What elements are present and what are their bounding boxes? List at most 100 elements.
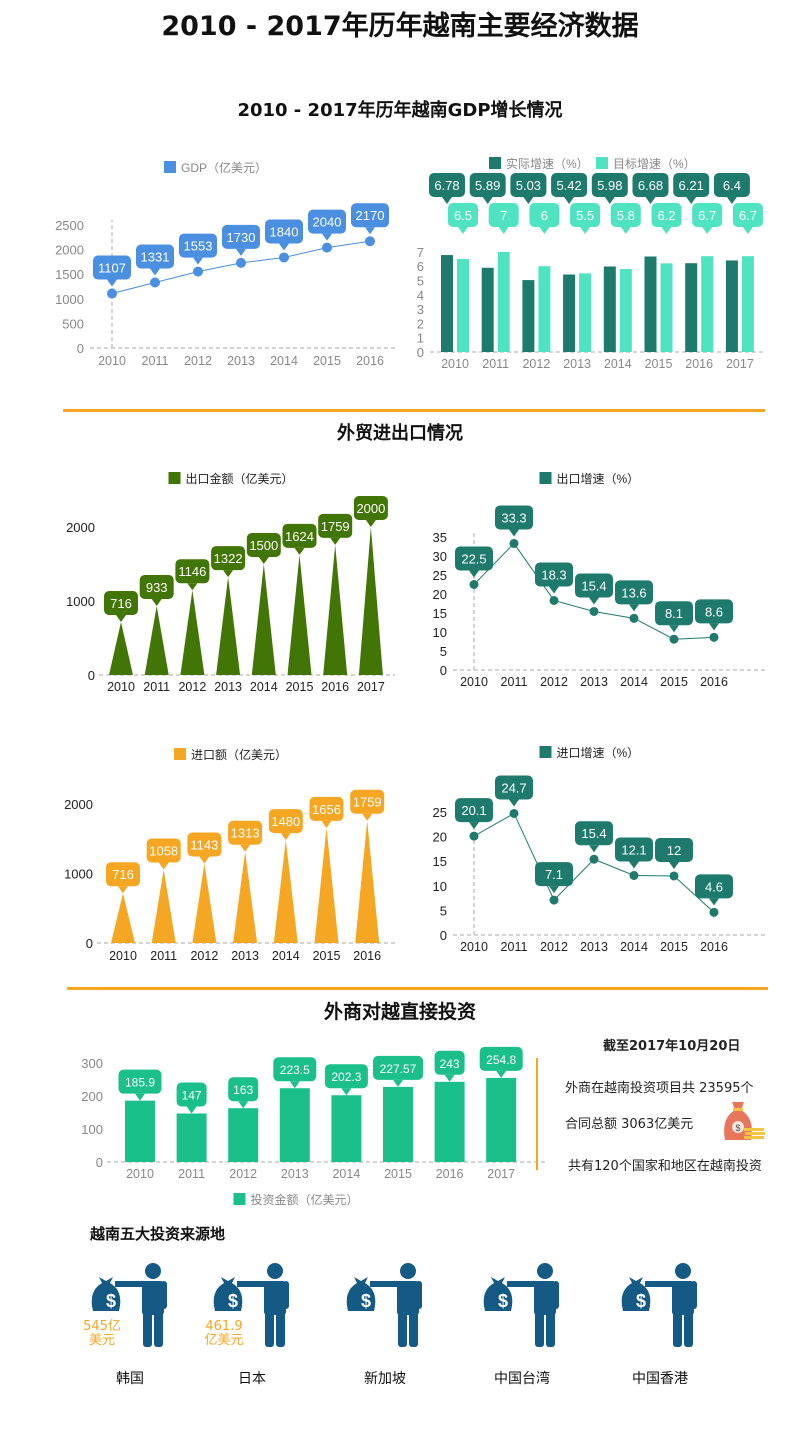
amount-line: 545亿 (83, 1319, 121, 1334)
data-label-bubble (187, 832, 222, 857)
data-label-bubble (104, 591, 138, 616)
data-label-bubble (529, 203, 560, 227)
data-label-bubble (591, 173, 628, 197)
y-tick-label: 10 (433, 879, 447, 894)
x-tick-label: 2014 (620, 940, 648, 954)
data-point (279, 252, 289, 263)
y-tick-label: 35 (433, 530, 447, 545)
data-label-bubble (495, 775, 533, 800)
data-label-pointer (330, 537, 341, 545)
data-label-bubble (455, 798, 493, 823)
data-point (150, 277, 160, 288)
series-export_growth: 22.5 33.3 18.3 15.4 13.6 8.1 8.6 (455, 505, 733, 644)
source-amount: 545亿 美元 (78, 1320, 126, 1348)
data-label: 1840 (270, 224, 299, 239)
y-tick-label: 20 (433, 830, 447, 845)
data-label-pointer (661, 227, 672, 234)
data-label-pointer (709, 898, 719, 906)
data-label: 22.5 (461, 552, 486, 567)
data-label-pointer (199, 856, 210, 864)
data-label: 8.6 (705, 604, 723, 619)
data-label-bubble (673, 173, 710, 197)
data-label-bubble (176, 1082, 207, 1107)
y-tick-label: 30 (433, 549, 447, 564)
legend-swatch (539, 746, 552, 758)
bar (725, 260, 738, 352)
data-label-bubble (695, 599, 733, 624)
data-label-bubble (713, 173, 750, 197)
triangle-bar (273, 840, 298, 943)
data-label-pointer (620, 227, 631, 234)
bar (619, 269, 632, 352)
bar (741, 256, 754, 352)
data-point (629, 613, 639, 623)
x-tick-label: 2011 (150, 949, 177, 963)
data-label-pointer (321, 820, 332, 828)
data-point (365, 236, 375, 247)
data-label-pointer (116, 615, 126, 623)
data-label-pointer (442, 197, 452, 204)
data-label: 933 (146, 580, 168, 595)
bar (383, 1086, 413, 1162)
data-label-pointer (322, 233, 332, 241)
data-label-pointer (702, 227, 713, 234)
data-label-bubble (610, 203, 641, 227)
data-label: 8.1 (665, 606, 683, 621)
data-label-pointer (238, 1101, 249, 1109)
data-label: 5.98 (597, 178, 622, 193)
bar (644, 256, 657, 352)
data-label: 1730 (227, 230, 256, 245)
legend-label: 进口额（亿美元） (191, 747, 287, 762)
y-tick-label: 2 (417, 316, 424, 331)
amount-line: 461.9 (205, 1319, 243, 1334)
data-label-pointer (118, 886, 128, 894)
x-tick-label: 2012 (229, 1167, 257, 1181)
x-tick-label: 2011 (501, 940, 528, 954)
y-tick-label: 100 (81, 1122, 103, 1137)
data-label: 18.3 (541, 567, 566, 582)
x-tick-label: 2010 (460, 675, 488, 689)
legend-swatch (174, 748, 186, 760)
investor-money-bag-icon: $ (483, 1263, 559, 1347)
data-label: 2040 (313, 215, 342, 230)
data-label: 716 (110, 596, 132, 611)
bar (522, 280, 535, 352)
export-growth-chart: 出口增速（%） 0 5 10 15 20 25 30 35 2010 2011 2012 2013 201… (433, 472, 765, 689)
data-label: 6 (541, 208, 548, 223)
data-label-pointer (150, 268, 160, 276)
triangle-bar (287, 554, 312, 675)
y-tick-label: 2500 (55, 218, 84, 233)
y-tick-label: 200 (81, 1089, 103, 1104)
data-label: 4.6 (705, 879, 723, 894)
data-point (669, 634, 679, 644)
data-label-pointer (496, 1070, 507, 1078)
data-label-bubble (273, 1057, 317, 1082)
svg-text:$: $ (636, 1291, 646, 1311)
legend-label: GDP（亿美元） (181, 160, 267, 175)
source-country: 新加坡 (364, 1371, 406, 1387)
data-label-pointer (669, 625, 679, 633)
x-tick-label: 2015 (660, 675, 688, 689)
data-label: 7 (500, 208, 507, 223)
y-tick-label: 1500 (55, 267, 84, 282)
triangle-bar (314, 827, 339, 943)
data-point (322, 242, 332, 253)
data-point (709, 907, 719, 917)
triangle-bar (251, 564, 276, 675)
bar (701, 256, 714, 352)
data-label-pointer (193, 257, 203, 265)
data-label-bubble (695, 874, 733, 899)
section-divider (67, 987, 768, 990)
y-tick-label: 5 (440, 644, 447, 659)
data-label-bubble (570, 203, 601, 227)
data-label-pointer (240, 844, 251, 852)
bar (434, 1081, 465, 1162)
data-label: 1107 (98, 261, 126, 276)
data-point (193, 266, 203, 277)
x-tick-label: 2014 (272, 949, 300, 963)
x-tick-label: 2010 (98, 354, 126, 368)
x-tick-label: 2012 (178, 680, 206, 694)
legend-label: 进口增速（%） (557, 746, 640, 760)
investor-money-bag-icon: $ (91, 1263, 167, 1347)
